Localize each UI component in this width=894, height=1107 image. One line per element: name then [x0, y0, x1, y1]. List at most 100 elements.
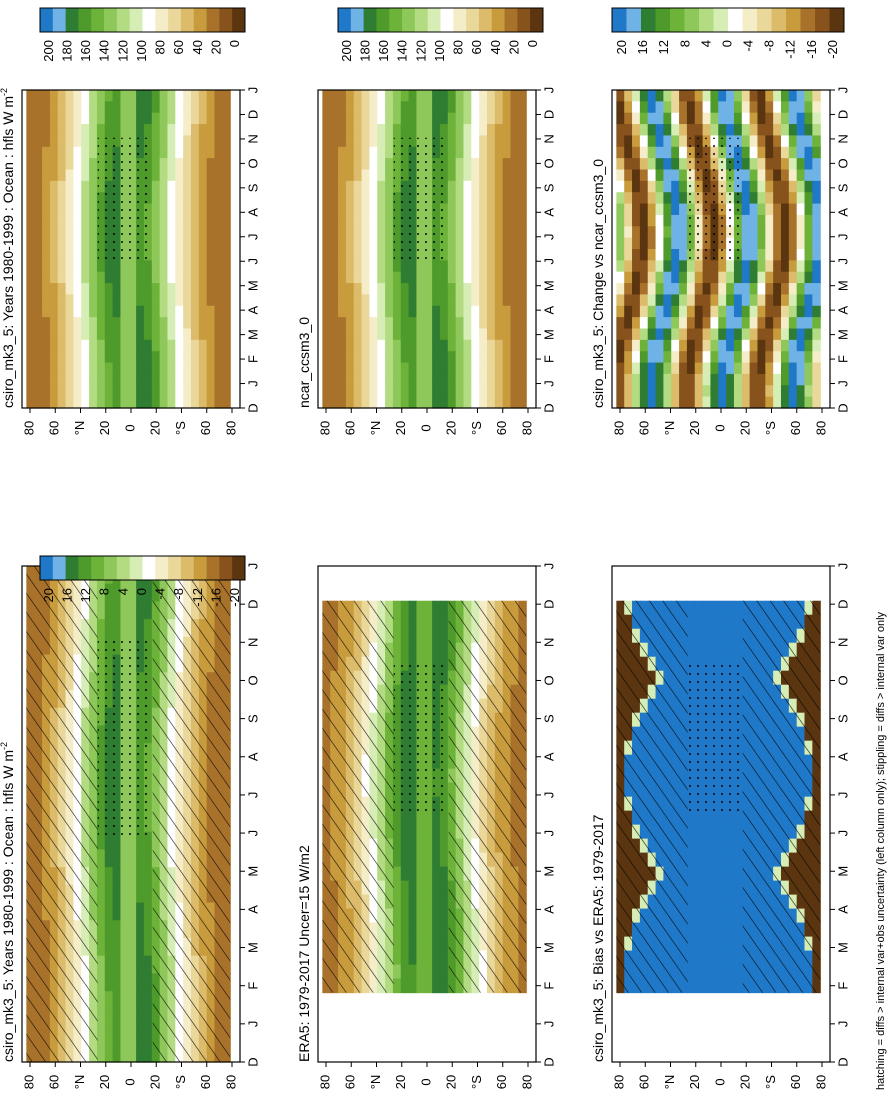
heatmap-cell [369, 192, 378, 205]
heatmap-cell [502, 294, 512, 307]
heatmap-cell [432, 838, 441, 854]
heatmap-cell [788, 112, 798, 125]
heatmap-cell [463, 260, 472, 273]
heatmap-cell [486, 214, 496, 227]
heatmap-cell [96, 831, 106, 851]
heatmap-cell [639, 214, 649, 227]
heatmap-cell [57, 305, 67, 318]
heatmap-cell [416, 328, 425, 341]
heatmap-cell [214, 362, 223, 375]
heatmap-cell [463, 339, 472, 352]
heatmap-cell [206, 135, 216, 148]
heatmap-cell [455, 214, 465, 227]
heatmap-cell [686, 260, 696, 273]
month-tick-label: J [835, 87, 850, 94]
heatmap-cell [81, 373, 90, 386]
heatmap-cell [647, 226, 657, 239]
heatmap-cell [136, 902, 145, 921]
heatmap-cell [424, 852, 433, 868]
heatmap-cell [167, 226, 176, 239]
heatmap-cell [42, 373, 51, 386]
heatmap-cell [26, 339, 35, 352]
heatmap-cell [408, 90, 418, 102]
heatmap-cell [120, 351, 129, 364]
heatmap-cell [408, 922, 418, 938]
heatmap-cell [518, 214, 527, 227]
heatmap-cell [804, 146, 813, 159]
heatmap-cell [463, 305, 472, 318]
heatmap-cell [400, 950, 410, 966]
heatmap-cell [112, 351, 122, 364]
heatmap-cell [214, 328, 223, 341]
lat-tick-label: 60 [494, 421, 509, 435]
heatmap-cell [120, 385, 129, 398]
heatmap-cell [322, 283, 331, 296]
heatmap-cell [624, 214, 633, 227]
heatmap-cell [190, 260, 200, 273]
heatmap-cell [81, 90, 90, 102]
heatmap-cell [447, 385, 457, 398]
heatmap-cell [447, 294, 457, 307]
heatmap-cell [167, 305, 176, 318]
heatmap-cell [190, 169, 200, 182]
heatmap-cell [42, 328, 51, 341]
heatmap-cell [322, 146, 331, 159]
month-tick-label: J [835, 792, 850, 799]
heatmap-cell [486, 271, 496, 284]
heatmap-cell [773, 237, 782, 250]
heatmap-cell [89, 351, 98, 364]
heatmap-cell [198, 294, 208, 307]
heatmap-cell [34, 124, 43, 137]
heatmap-cell [416, 824, 425, 840]
heatmap-cell [447, 158, 457, 171]
heatmap-cell [455, 180, 465, 193]
heatmap-cell [741, 328, 751, 341]
heatmap-cell [81, 271, 90, 284]
heatmap-cell [120, 902, 129, 921]
heatmap-cell [424, 90, 433, 102]
heatmap-cell [439, 628, 449, 644]
heatmap-cell [804, 249, 813, 261]
heatmap-cell [408, 978, 418, 994]
heatmap-cell [353, 203, 363, 216]
heatmap-cell [757, 158, 766, 171]
heatmap-cell [679, 328, 688, 341]
heatmap-cell [780, 169, 790, 182]
heatmap-cell [432, 385, 441, 398]
heatmap-cell [710, 373, 719, 386]
heatmap-cell [73, 351, 82, 364]
heatmap-cell [330, 305, 339, 318]
heatmap-cell [694, 908, 704, 924]
heatmap-cell [81, 146, 90, 159]
heatmap-cell [377, 385, 386, 398]
heatmap-cell [143, 902, 153, 921]
heatmap-cell [718, 614, 727, 630]
heatmap-cell [167, 146, 176, 159]
heatmap-cell [206, 237, 216, 250]
heatmap-cell [143, 124, 153, 137]
heatmap-cell [694, 351, 704, 364]
heatmap-cell [330, 249, 339, 261]
heatmap-cell [96, 373, 106, 386]
heatmap-cell [345, 362, 355, 375]
heatmap-cell [112, 867, 122, 886]
heatmap-cell [616, 112, 625, 125]
heatmap-cell [502, 203, 512, 216]
heatmap-cell [726, 351, 735, 364]
heatmap-cell [624, 135, 633, 148]
heatmap-cell [112, 955, 122, 975]
heatmap-cell [65, 339, 74, 352]
heatmap-cell [392, 339, 402, 352]
heatmap-cell [655, 294, 664, 307]
heatmap-cell [73, 362, 82, 375]
heatmap-cell [49, 169, 59, 182]
heatmap-cell [183, 339, 192, 352]
heatmap-cell [222, 158, 231, 171]
heatmap-cell [710, 978, 719, 994]
heatmap-cell [494, 237, 504, 250]
heatmap-cell [345, 90, 355, 102]
heatmap-cell [663, 146, 672, 159]
heatmap-cell [486, 362, 496, 375]
heatmap-cell [136, 385, 145, 398]
heatmap-cell [369, 146, 378, 159]
